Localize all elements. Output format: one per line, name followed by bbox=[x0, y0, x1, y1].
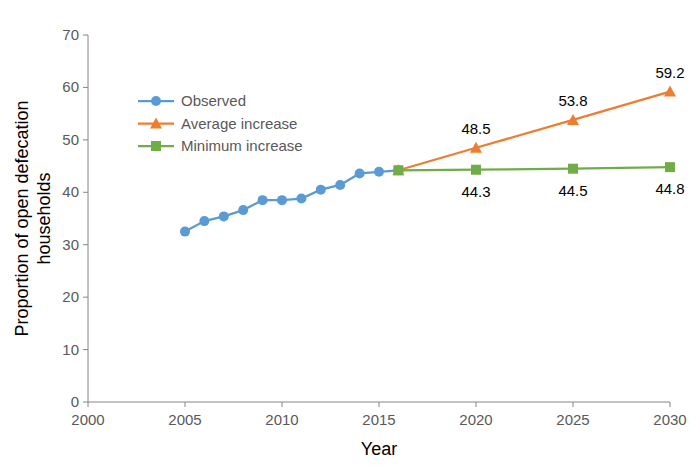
y-tick-label: 10 bbox=[62, 341, 79, 358]
legend-label: Minimum increase bbox=[181, 137, 303, 154]
x-tick-label: 2005 bbox=[168, 411, 201, 428]
y-tick-label: 0 bbox=[71, 393, 79, 410]
x-tick bbox=[476, 402, 477, 407]
x-tick-label: 2020 bbox=[459, 411, 492, 428]
x-tick-label: 2000 bbox=[71, 411, 104, 428]
point bbox=[392, 164, 404, 175]
data-label: 44.8 bbox=[655, 180, 684, 197]
point bbox=[296, 194, 306, 204]
point bbox=[470, 142, 482, 153]
x-tick-label: 2010 bbox=[265, 411, 298, 428]
data-labels: 48.5 53.8 59.2 44.3 44.5 44.8 bbox=[461, 64, 684, 200]
y-tick bbox=[83, 35, 88, 36]
legend-marker bbox=[150, 118, 162, 129]
point bbox=[316, 185, 326, 195]
y-tick-label: 30 bbox=[62, 236, 79, 253]
legend-item: Average increase bbox=[138, 115, 297, 132]
point bbox=[258, 195, 268, 205]
point bbox=[664, 86, 676, 97]
legend-label: Average increase bbox=[181, 115, 297, 132]
x-axis-label: Year bbox=[361, 439, 397, 459]
y-tick bbox=[83, 87, 88, 88]
series-line bbox=[398, 92, 670, 171]
legend-marker bbox=[151, 96, 161, 106]
x-tick bbox=[670, 402, 671, 407]
y-tick bbox=[83, 402, 88, 403]
legend-marker bbox=[151, 141, 161, 151]
y-tick-label: 50 bbox=[62, 131, 79, 148]
x-tick bbox=[88, 402, 89, 407]
x-tick bbox=[573, 402, 574, 407]
y-tick-label: 60 bbox=[62, 78, 79, 95]
y-axis bbox=[88, 35, 89, 402]
point bbox=[199, 216, 209, 226]
x-tick-label: 2030 bbox=[653, 411, 686, 428]
data-label: 53.8 bbox=[558, 92, 587, 109]
x-tick bbox=[185, 402, 186, 407]
point bbox=[665, 162, 675, 172]
x-tick bbox=[282, 402, 283, 407]
data-label: 44.3 bbox=[461, 183, 490, 200]
x-tick-label: 2015 bbox=[362, 411, 395, 428]
point bbox=[374, 167, 384, 177]
x-tick bbox=[379, 402, 380, 407]
y-tick bbox=[83, 192, 88, 193]
point bbox=[568, 164, 578, 174]
point bbox=[355, 168, 365, 178]
point bbox=[567, 114, 579, 125]
y-tick bbox=[83, 349, 88, 350]
x-tick-label: 2025 bbox=[556, 411, 589, 428]
chart: 0102030405060702000200520102015202020252… bbox=[0, 0, 698, 466]
data-label: 59.2 bbox=[655, 64, 684, 81]
y-tick-label: 20 bbox=[62, 288, 79, 305]
y-axis-label: Proportion of open defecationhouseholds bbox=[12, 100, 54, 336]
point bbox=[393, 165, 403, 175]
y-tick bbox=[83, 139, 88, 140]
plot-area bbox=[180, 86, 676, 237]
y-tick bbox=[83, 244, 88, 245]
point bbox=[180, 227, 190, 237]
data-label: 48.5 bbox=[461, 120, 490, 137]
point bbox=[393, 165, 403, 175]
point bbox=[238, 205, 248, 215]
series-line bbox=[398, 167, 670, 170]
y-tick-label: 70 bbox=[62, 26, 79, 43]
y-tick bbox=[83, 297, 88, 298]
series-line bbox=[185, 170, 398, 231]
point bbox=[335, 180, 345, 190]
legend-item: Minimum increase bbox=[138, 137, 303, 154]
data-label: 44.5 bbox=[558, 182, 587, 199]
legend-item: Observed bbox=[138, 92, 246, 109]
point bbox=[219, 211, 229, 221]
point bbox=[471, 165, 481, 175]
point bbox=[277, 195, 287, 205]
legend-label: Observed bbox=[181, 92, 246, 109]
y-tick-label: 40 bbox=[62, 183, 79, 200]
